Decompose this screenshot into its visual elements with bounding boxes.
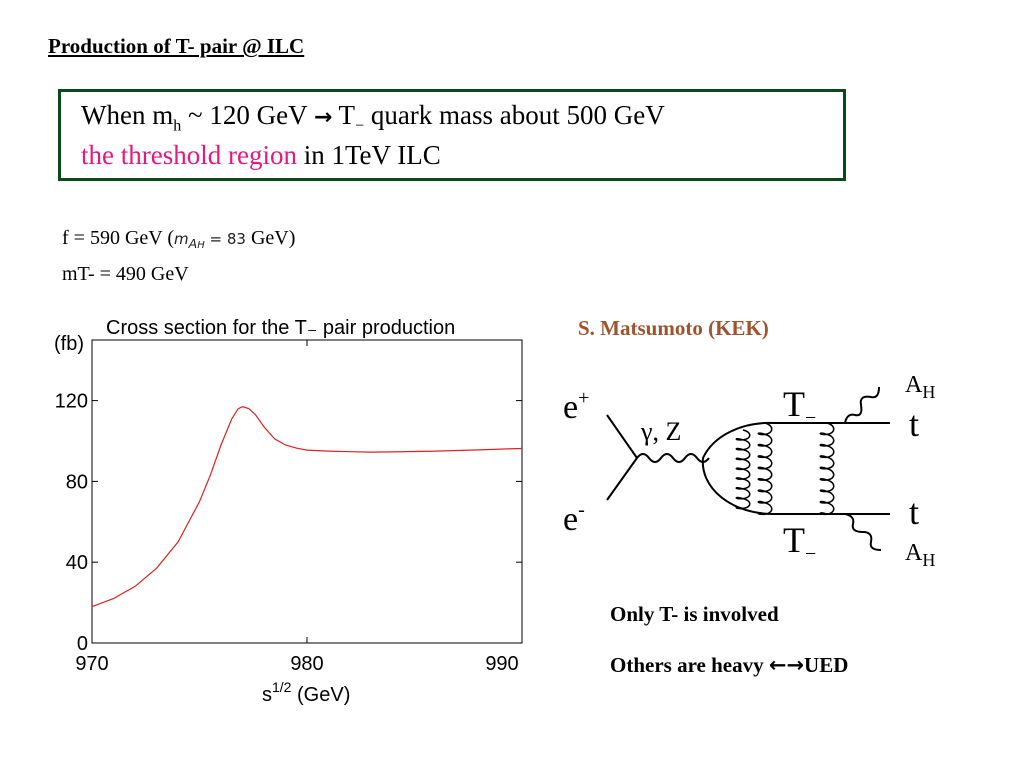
math-expression: mAH = 83 [174, 230, 246, 251]
x-tick-label: 990 [485, 653, 518, 675]
note-text: UED [804, 653, 849, 677]
note-others-heavy: Others are heavy ←→UED [610, 653, 848, 678]
cross-section-chart: Cross section for the T₋ pair production… [54, 317, 523, 706]
ah-bottom-base: A [905, 540, 923, 566]
box-text: ~ 120 GeV [181, 100, 314, 130]
highlight-text: the threshold region [81, 140, 297, 170]
math-subscript: A [188, 236, 198, 251]
highlight-box: When mh ~ 120 GeV → T− quark mass about … [58, 89, 846, 181]
box-line-1: When mh ~ 120 GeV → T− quark mass about … [81, 100, 665, 135]
axis-tick-labels: 0 40 80 120 970 980 990 [55, 391, 519, 675]
gluon-exchanges [735, 422, 835, 516]
e-plus-sup: + [578, 387, 589, 409]
ah-bottom-line [844, 513, 882, 551]
y-axis-label: (fb) [54, 333, 84, 355]
box-text: in 1TeV ILC [296, 140, 441, 170]
axis-ticks [91, 340, 523, 644]
gluon-coil [757, 422, 773, 516]
box-text: T [332, 100, 356, 130]
double-arrow-icon: ←→ [768, 653, 805, 677]
ah-top-base: A [905, 372, 923, 398]
t-top-label: T− [783, 384, 816, 429]
x-tick-label: 980 [290, 653, 323, 675]
right-arrow-icon: → [313, 105, 333, 130]
t-bottom-sub: − [805, 543, 816, 565]
y-tick-label: 120 [55, 391, 88, 413]
t-top-base: T [783, 384, 805, 424]
param-line-1: f = 590 GeV (mAH = 83 GeV) [62, 224, 295, 260]
boson-label: γ, Z [640, 417, 681, 446]
ah-top-label: AH [905, 372, 935, 402]
math-subsubscript: H [197, 240, 205, 251]
x-axis-label: s1/2 (GeV) [262, 679, 350, 706]
cross-section-line [91, 406, 523, 608]
x-axis-label-unit: (GeV) [291, 684, 350, 706]
ah-bottom-label: AH [905, 540, 935, 570]
ah-bottom-sub: H [922, 550, 935, 570]
t-bottom-label: T− [783, 520, 816, 565]
param-text: GeV) [245, 227, 296, 249]
note-only-t: Only T- is involved [610, 602, 779, 626]
box-text: When m [81, 100, 174, 130]
note-text: Others are heavy [610, 653, 769, 677]
x-axis-label-base: s [262, 684, 272, 706]
x-axis-label-sup: 1/2 [272, 679, 292, 695]
slide-title: Production of T- pair @ ILC [48, 34, 305, 58]
e-plus-line [606, 414, 638, 459]
param-line-2: mT- = 490 GeV [62, 263, 189, 285]
top-quark-label-bottom: t [909, 492, 919, 532]
box-subscript: − [355, 117, 365, 135]
param-text: f = 590 GeV ( [62, 227, 175, 249]
ah-top-sub: H [922, 382, 935, 402]
parameters: f = 590 GeV (mAH = 83 GeV) mT- = 490 GeV [62, 224, 295, 288]
gluon-coil [735, 429, 751, 510]
math-symbol: m [174, 230, 189, 248]
x-tick-label: 970 [75, 653, 108, 675]
box-subscript: h [173, 117, 182, 135]
author-credit: S. Matsumoto (KEK) [578, 316, 769, 340]
e-plus-label: e+ [563, 387, 589, 426]
e-minus-base: e [563, 501, 578, 538]
box-text: quark mass about 500 GeV [364, 100, 665, 130]
e-minus-line [606, 457, 638, 501]
top-quark-label-top: t [909, 404, 919, 444]
box-line-2: the threshold region in 1TeV ILC [81, 140, 441, 171]
math-value: = 83 [204, 230, 246, 248]
t-top-sub: − [805, 407, 816, 429]
e-plus-base: e [563, 389, 578, 426]
y-tick-label: 0 [77, 633, 88, 655]
gluon-coil [819, 422, 835, 516]
y-tick-label: 80 [66, 471, 88, 493]
boson-propagator [636, 453, 710, 463]
ah-top-line [844, 386, 880, 424]
plot-frame [91, 339, 523, 644]
t-bottom-base: T [783, 520, 805, 560]
y-tick-label: 40 [66, 552, 88, 574]
e-minus-sup: - [578, 499, 585, 521]
e-minus-label: e- [563, 499, 585, 538]
chart-title: Cross section for the T₋ pair production [106, 317, 455, 339]
feynman-diagram: e+ e- γ, Z T− T− t t AH AH [563, 372, 935, 570]
